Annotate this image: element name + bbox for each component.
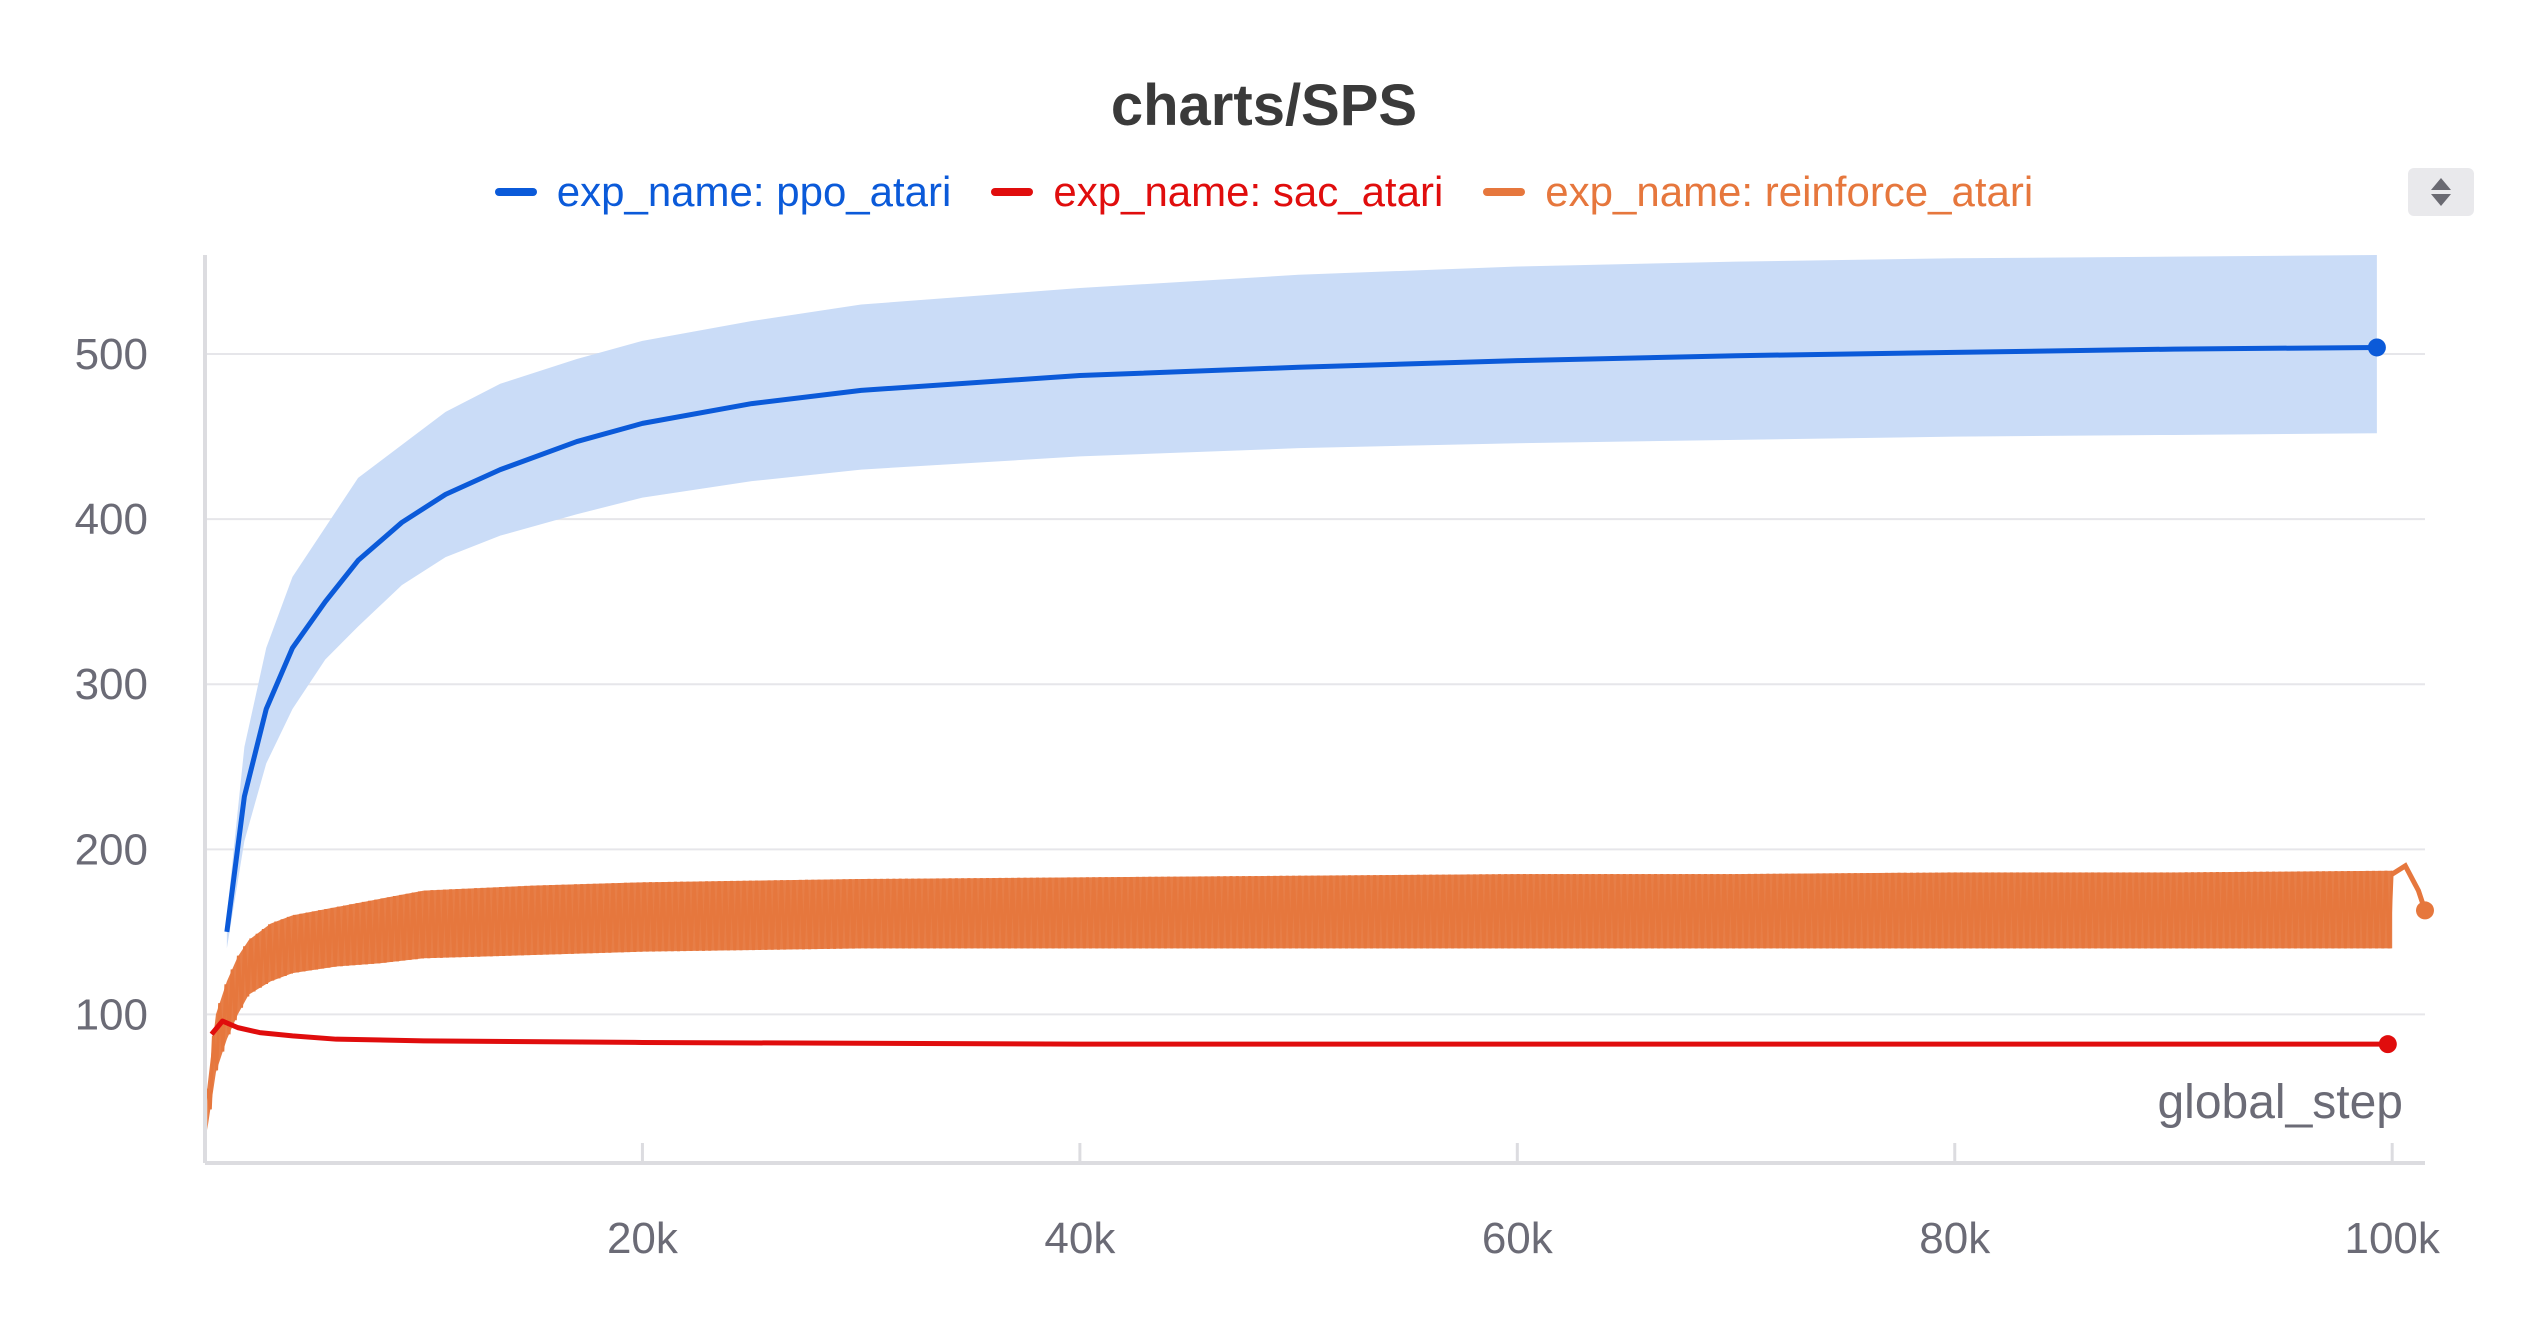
y-tick-label: 500	[75, 330, 148, 379]
ppo-line	[224, 344, 2377, 933]
chart-title: charts/SPS	[1110, 73, 1418, 138]
x-tick-label: 60k	[1482, 1214, 1554, 1263]
tick-labels: 100 200 300 400 500 20k 40k 60k 80k 100k global_st…	[75, 330, 2441, 1263]
sac-line	[209, 1018, 2388, 1047]
legend-label-sac: exp_name: sac_atari	[1053, 168, 1444, 215]
reinforce-tail	[2390, 862, 2428, 912]
legend-swatch-ppo	[494, 188, 537, 196]
legend-swatch-reinforce	[1483, 188, 1526, 196]
y-tick-label: 300	[75, 660, 148, 709]
confidence-bands	[226, 255, 2377, 949]
legend: exp_name: ppo_atari exp_name: sac_atari …	[0, 164, 2528, 220]
reinforce-endpoint	[2416, 901, 2434, 920]
x-tick-label: 100k	[2344, 1214, 2440, 1263]
reinforce-line	[205, 870, 2394, 1110]
legend-scroll-button[interactable]	[2408, 168, 2474, 216]
y-tick-label: 400	[75, 495, 148, 544]
sac-endpoint	[2378, 1035, 2397, 1054]
axes	[203, 255, 2425, 1165]
arrow-up-icon	[2431, 178, 2451, 190]
legend-item-ppo[interactable]: exp_name: ppo_atari	[494, 168, 952, 216]
legend-label-ppo: exp_name: ppo_atari	[556, 168, 952, 215]
legend-label-reinforce: exp_name: reinforce_atari	[1545, 168, 2034, 215]
x-tick-label: 40k	[1044, 1214, 1116, 1263]
ppo-endpoint	[2367, 338, 2386, 357]
y-tick-label: 100	[75, 990, 148, 1039]
y-tick-label: 200	[75, 825, 148, 874]
ppo-confidence-band	[226, 255, 2377, 949]
legend-swatch-sac	[991, 188, 1034, 196]
legend-item-reinforce[interactable]: exp_name: reinforce_atari	[1483, 168, 2033, 216]
legend-item-sac[interactable]: exp_name: sac_atari	[991, 168, 1443, 216]
x-axis-title: global_step	[2157, 1076, 2403, 1129]
x-tick-label: 80k	[1919, 1214, 1991, 1263]
series-lines	[205, 338, 2434, 1130]
x-tick-label: 20k	[607, 1214, 679, 1263]
arrow-down-icon	[2431, 194, 2451, 206]
